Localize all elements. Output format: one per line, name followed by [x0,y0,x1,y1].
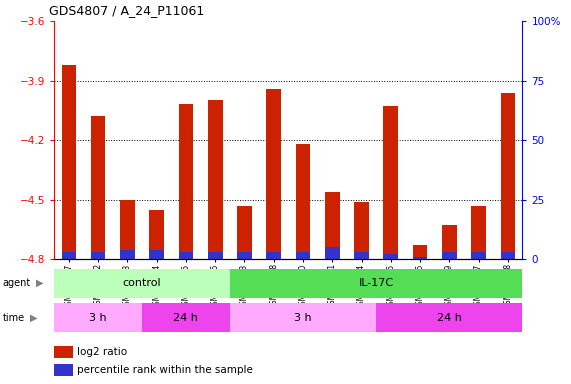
Text: 24 h: 24 h [174,313,198,323]
Bar [442,225,457,259]
Bar [208,252,223,259]
Bar [91,252,106,259]
Bar [354,202,369,259]
Bar [267,252,281,259]
Bar [62,65,76,259]
Bar [54,303,142,332]
Text: 3 h: 3 h [294,313,312,323]
Bar [376,303,522,332]
Bar [296,252,310,259]
Bar [62,252,76,259]
Bar [179,104,193,259]
Bar [54,269,230,298]
Bar [501,252,515,259]
Text: time: time [3,313,25,323]
Bar [267,89,281,259]
Bar [501,93,515,259]
Text: ▶: ▶ [36,278,43,288]
Text: control: control [123,278,162,288]
Text: GDS4807 / A_24_P11061: GDS4807 / A_24_P11061 [49,4,204,17]
Bar [442,252,457,259]
Bar [91,116,106,259]
Text: ▶: ▶ [30,313,38,323]
Bar [230,269,522,298]
Text: 24 h: 24 h [437,313,462,323]
Text: log2 ratio: log2 ratio [77,347,127,357]
Bar [120,250,135,259]
Bar [325,247,340,259]
Bar [413,245,427,259]
Text: agent: agent [3,278,31,288]
Bar [413,257,427,259]
Bar [237,252,252,259]
Bar [54,364,73,376]
Bar [384,255,398,259]
Bar [208,101,223,259]
Bar [150,250,164,259]
Bar [237,206,252,259]
Bar [142,303,230,332]
Bar [230,303,376,332]
Text: 3 h: 3 h [89,313,107,323]
Bar [471,252,486,259]
Bar [150,210,164,259]
Text: IL-17C: IL-17C [359,278,394,288]
Bar [384,106,398,259]
Bar [354,252,369,259]
Bar [120,200,135,259]
Bar [296,144,310,259]
Bar [325,192,340,259]
Bar [471,206,486,259]
Text: percentile rank within the sample: percentile rank within the sample [77,365,252,375]
Bar [54,346,73,358]
Bar [179,252,193,259]
